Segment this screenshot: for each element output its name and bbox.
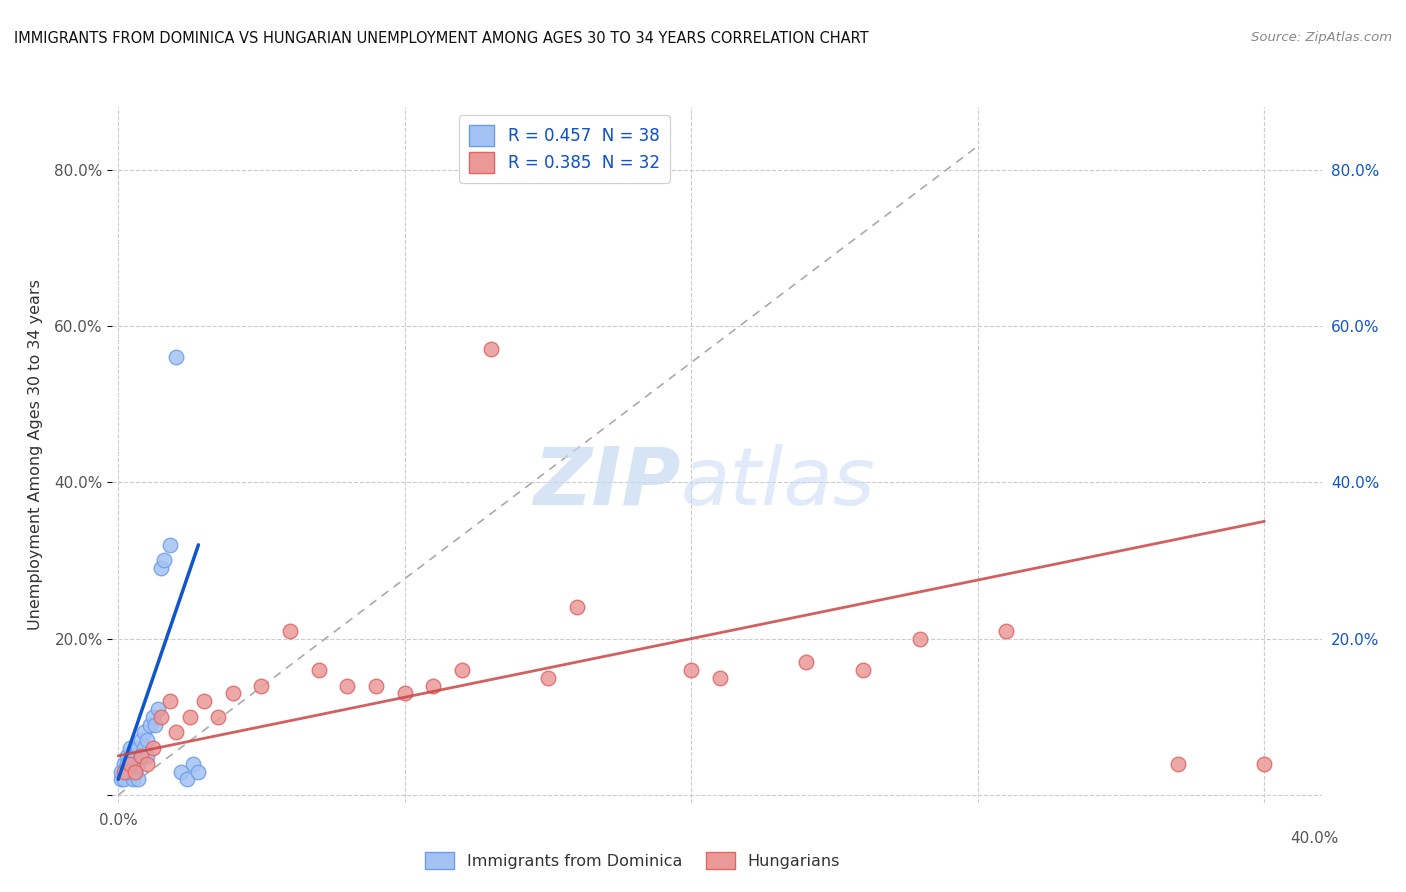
Text: 40.0%: 40.0% <box>1291 831 1339 847</box>
Point <box>124 748 146 763</box>
Point <box>129 748 152 763</box>
Point <box>115 764 138 779</box>
Point <box>852 663 875 677</box>
Text: atlas: atlas <box>681 443 876 522</box>
Point <box>127 756 149 771</box>
Point <box>142 710 165 724</box>
Point <box>794 655 817 669</box>
Point <box>170 764 193 779</box>
Point <box>278 624 301 638</box>
Point <box>112 772 135 787</box>
Point <box>165 725 187 739</box>
Point <box>115 764 138 779</box>
Point <box>159 694 181 708</box>
Point <box>1253 756 1275 771</box>
Y-axis label: Unemployment Among Ages 30 to 34 years: Unemployment Among Ages 30 to 34 years <box>28 279 44 631</box>
Point <box>150 710 173 724</box>
Point <box>121 756 143 771</box>
Point <box>153 553 176 567</box>
Point <box>115 748 138 763</box>
Point <box>176 772 198 787</box>
Point <box>129 733 152 747</box>
Point <box>910 632 932 646</box>
Point <box>112 756 135 771</box>
Point <box>118 756 141 771</box>
Point <box>124 764 146 779</box>
Text: ZIP: ZIP <box>533 443 681 522</box>
Point <box>142 741 165 756</box>
Point <box>135 733 157 747</box>
Point <box>127 772 149 787</box>
Point <box>112 764 135 779</box>
Point <box>124 764 146 779</box>
Point <box>129 748 152 763</box>
Point <box>150 561 173 575</box>
Legend: R = 0.457  N = 38, R = 0.385  N = 32: R = 0.457 N = 38, R = 0.385 N = 32 <box>460 115 669 183</box>
Point <box>127 741 149 756</box>
Point <box>148 702 170 716</box>
Point <box>537 671 560 685</box>
Point <box>110 772 132 787</box>
Point <box>118 764 141 779</box>
Point <box>145 717 167 731</box>
Point <box>110 764 132 779</box>
Legend: Immigrants from Dominica, Hungarians: Immigrants from Dominica, Hungarians <box>419 846 846 875</box>
Text: IMMIGRANTS FROM DOMINICA VS HUNGARIAN UNEMPLOYMENT AMONG AGES 30 TO 34 YEARS COR: IMMIGRANTS FROM DOMINICA VS HUNGARIAN UN… <box>14 31 869 46</box>
Point <box>138 717 160 731</box>
Point <box>181 756 204 771</box>
Point <box>222 686 245 700</box>
Point <box>179 710 201 724</box>
Point <box>681 663 703 677</box>
Point <box>364 679 387 693</box>
Point <box>118 756 141 771</box>
Point <box>132 725 155 739</box>
Point <box>1167 756 1189 771</box>
Point <box>121 772 143 787</box>
Point <box>159 538 181 552</box>
Point <box>135 748 157 763</box>
Point <box>336 679 359 693</box>
Point <box>132 741 155 756</box>
Point <box>193 694 215 708</box>
Point <box>207 710 229 724</box>
Point <box>135 756 157 771</box>
Point <box>250 679 273 693</box>
Text: Source: ZipAtlas.com: Source: ZipAtlas.com <box>1251 31 1392 45</box>
Point <box>112 764 135 779</box>
Point <box>565 600 588 615</box>
Point <box>165 350 187 364</box>
Point <box>451 663 474 677</box>
Point <box>422 679 444 693</box>
Point <box>121 748 143 763</box>
Point <box>709 671 731 685</box>
Point <box>118 741 141 756</box>
Point <box>995 624 1018 638</box>
Point <box>115 756 138 771</box>
Point <box>187 764 209 779</box>
Point <box>479 343 502 357</box>
Point <box>308 663 330 677</box>
Point <box>394 686 416 700</box>
